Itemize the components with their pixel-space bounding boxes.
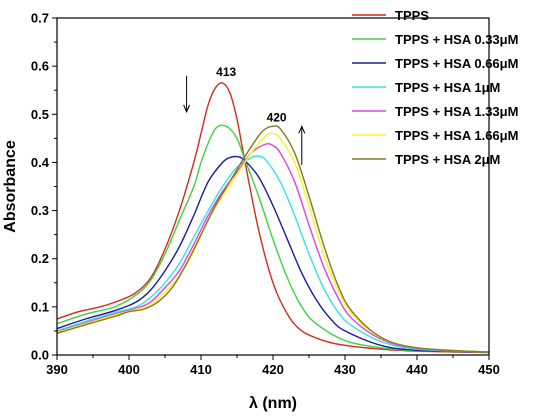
series-line-3	[56, 155, 490, 353]
x-tick-label: 400	[118, 362, 140, 377]
y-tick-label: 0.1	[31, 299, 49, 314]
x-tick-label: 440	[406, 362, 428, 377]
legend-label: TPPS + HSA 0.66μM	[395, 56, 518, 71]
series-line-2	[56, 124, 490, 353]
y-tick-label: 0.2	[31, 251, 49, 266]
y-tick-label: 0.3	[31, 203, 49, 218]
y-tick-label: 0.7	[31, 11, 49, 26]
series-line-1	[56, 82, 490, 354]
series-line-4	[56, 155, 490, 353]
legend-label: TPPS + HSA 1.33μM	[395, 104, 518, 119]
series-line-5	[56, 142, 490, 353]
x-tick-label: 420	[262, 362, 284, 377]
legend-label: TPPS + HSA 0.33μM	[395, 32, 518, 47]
peak-label: 413	[216, 65, 236, 79]
legend-label: TPPS	[395, 8, 429, 23]
y-tick-label: 0.4	[31, 155, 50, 170]
legend: TPPS TPPS + HSA 0.33μM TPPS + HSA 0.66μM TP…	[352, 8, 518, 167]
series-layer	[56, 82, 490, 354]
y-tick-label: 0.5	[31, 107, 49, 122]
legend-label: TPPS + HSA 1.66μM	[395, 128, 518, 143]
legend-label: TPPS + HSA 2μM	[395, 152, 500, 167]
y-axis-title: Absorbance	[2, 140, 19, 233]
legend-label: TPPS + HSA 1μM	[395, 80, 500, 95]
series-line-6	[56, 132, 490, 353]
x-tick-label: 390	[46, 362, 68, 377]
arrow-head	[183, 104, 191, 114]
y-tick-label: 0.0	[31, 348, 49, 363]
x-tick-label: 450	[478, 362, 500, 377]
ticks-layer: 390 400 410 420 430 440 450 0.0 0.1 0.2 0.3 0.4 0.5 0…	[31, 11, 500, 378]
x-tick-label: 410	[190, 362, 212, 377]
x-axis-title: λ (nm)	[249, 395, 297, 412]
y-tick-label: 0.6	[31, 59, 49, 74]
x-tick-label: 430	[334, 362, 356, 377]
peak-label: 420	[267, 111, 287, 125]
annotation-layer: 413 420	[183, 65, 306, 165]
arrow-head	[298, 125, 306, 134]
series-line-7	[56, 125, 490, 353]
